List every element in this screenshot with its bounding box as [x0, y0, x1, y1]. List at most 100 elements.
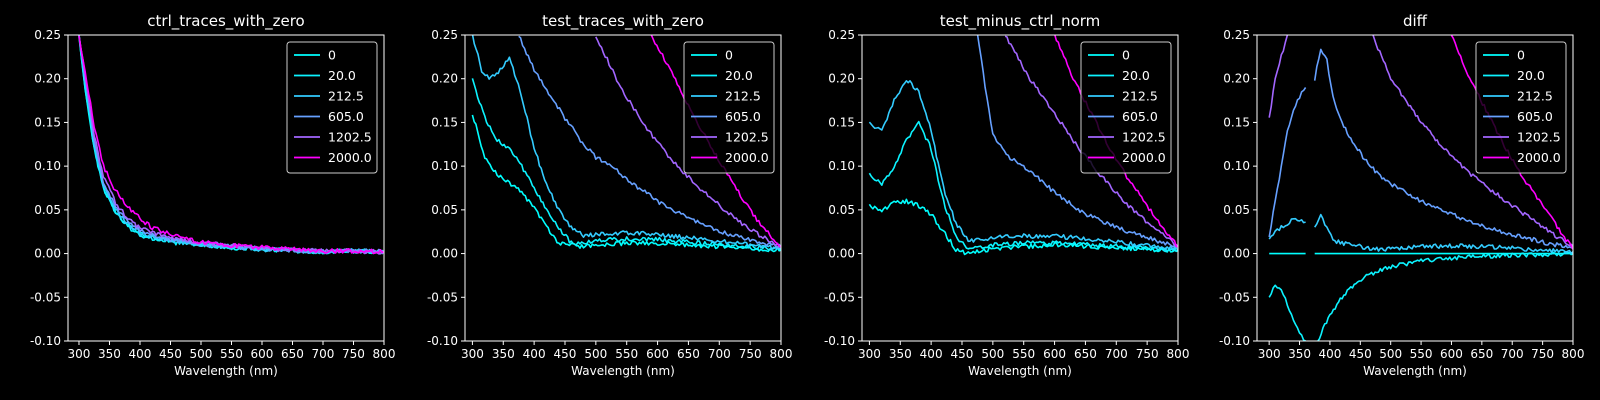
- y-tick-label: -0.05: [1219, 290, 1250, 304]
- x-tick-label: 350: [1288, 347, 1311, 361]
- series-line-605.0: [976, 35, 1178, 248]
- series-line-20.0: [1268, 284, 1306, 341]
- legend-label: 2000.0: [725, 150, 769, 165]
- series-line-605.0: [518, 35, 781, 249]
- y-tick-label: 0.10: [828, 159, 855, 173]
- y-tick-label: 0.10: [34, 159, 61, 173]
- y-tick-label: 0.05: [431, 203, 458, 217]
- x-tick-label: 650: [281, 347, 304, 361]
- series-line-20.0: [471, 78, 781, 251]
- y-tick-label: 0.15: [828, 115, 855, 129]
- x-tick-label: 450: [554, 347, 577, 361]
- y-tick-label: 0.20: [34, 72, 61, 86]
- x-tick-label: 350: [98, 347, 121, 361]
- series-line-212.5: [471, 35, 781, 251]
- series-group: [1268, 35, 1573, 341]
- x-tick-label: 300: [461, 347, 484, 361]
- x-tick-label: 500: [1379, 347, 1402, 361]
- x-axis-label: Wavelength (nm): [174, 364, 278, 378]
- y-tick-label: 0.25: [828, 28, 855, 42]
- x-tick-label: 750: [1136, 347, 1159, 361]
- x-tick-label: 600: [646, 347, 669, 361]
- axes-frame: [1256, 34, 1574, 342]
- x-tick-label: 750: [739, 347, 762, 361]
- legend-label: 0: [1122, 48, 1130, 63]
- legend-label: 2000.0: [1517, 150, 1561, 165]
- y-tick-label: 0.05: [1223, 203, 1250, 217]
- y-tick-label: 0.15: [431, 115, 458, 129]
- x-tick-label: 800: [373, 347, 396, 361]
- legend-label: 212.5: [1517, 89, 1553, 104]
- x-tick-label: 450: [1349, 347, 1372, 361]
- legend-label: 1202.5: [1122, 130, 1166, 145]
- series-line-212.5: [1314, 213, 1573, 254]
- legend-label: 605.0: [1122, 109, 1158, 124]
- y-tick-label: 0.20: [828, 72, 855, 86]
- legend: 0 20.0 212.5 605.0 1202.5 2000.0: [286, 41, 378, 174]
- y-tick-label: -0.05: [427, 290, 458, 304]
- legend-label: 0: [1517, 48, 1525, 63]
- x-tick-label: 400: [129, 347, 152, 361]
- axes-frame: [861, 34, 1179, 342]
- x-tick-label: 400: [920, 347, 943, 361]
- y-tick-label: 0.05: [828, 203, 855, 217]
- chart-title: test_traces_with_zero: [542, 12, 704, 31]
- x-tick-label: 700: [1501, 347, 1524, 361]
- x-tick-label: 600: [251, 347, 274, 361]
- x-tick-label: 800: [1562, 347, 1585, 361]
- x-tick-label: 550: [1012, 347, 1035, 361]
- x-tick-label: 450: [159, 347, 182, 361]
- x-tick-label: 650: [677, 347, 700, 361]
- legend-label: 212.5: [328, 89, 364, 104]
- x-tick-label: 300: [68, 347, 91, 361]
- series-line-20.0: [868, 120, 1178, 253]
- legend-label: 20.0: [725, 68, 753, 83]
- x-tick-label: 500: [584, 347, 607, 361]
- chart-panel-1: test_traces_with_zero 300 350 400 450 500 550 6…: [427, 12, 793, 378]
- x-tick-label: 650: [1470, 347, 1493, 361]
- x-tick-label: 550: [615, 347, 638, 361]
- series-group: [78, 35, 384, 255]
- x-tick-label: 700: [1105, 347, 1128, 361]
- series-line-212.5: [1268, 217, 1306, 240]
- y-tick-label: -0.05: [30, 290, 61, 304]
- x-tick-label: 700: [312, 347, 335, 361]
- series-line-212.5: [868, 80, 1178, 251]
- series-line-605.0: [1313, 48, 1573, 250]
- series-line-1202.5: [1372, 35, 1573, 248]
- axes-frame: [67, 34, 385, 342]
- series-line-605.0: [1268, 87, 1307, 238]
- y-tick-label: 0.25: [34, 28, 61, 42]
- legend-label: 1202.5: [725, 130, 769, 145]
- x-tick-label: 400: [1318, 347, 1341, 361]
- x-axis-label: Wavelength (nm): [571, 364, 675, 378]
- x-tick-label: 350: [889, 347, 912, 361]
- chart-title: test_minus_ctrl_norm: [940, 12, 1101, 31]
- y-tick-label: 0.10: [1223, 159, 1250, 173]
- x-tick-label: 600: [1440, 347, 1463, 361]
- chart-panel-3: diff 300 350 400 450 500 550 600 650 700 750 800 -0.…: [1219, 12, 1585, 378]
- legend-label: 1202.5: [328, 130, 372, 145]
- y-tick-label: 0.00: [431, 247, 458, 261]
- y-tick-label: -0.10: [824, 334, 855, 348]
- x-tick-label: 500: [190, 347, 213, 361]
- series-group: [868, 35, 1178, 256]
- x-axis-label: Wavelength (nm): [1363, 364, 1467, 378]
- series-line-1202.5: [595, 36, 781, 248]
- legend-label: 212.5: [725, 89, 761, 104]
- legend-label: 212.5: [1122, 89, 1158, 104]
- y-tick-label: 0.00: [828, 247, 855, 261]
- x-tick-label: 450: [951, 347, 974, 361]
- x-tick-label: 700: [708, 347, 731, 361]
- y-tick-label: -0.10: [427, 334, 458, 348]
- y-tick-label: 0.10: [431, 159, 458, 173]
- x-tick-label: 550: [1410, 347, 1433, 361]
- y-tick-label: 0.20: [1223, 72, 1250, 86]
- legend-label: 1202.5: [1517, 130, 1561, 145]
- x-tick-label: 400: [523, 347, 546, 361]
- x-tick-label: 500: [981, 347, 1004, 361]
- x-tick-label: 550: [220, 347, 243, 361]
- axes-frame: [464, 34, 782, 342]
- y-tick-label: 0.25: [1223, 28, 1250, 42]
- chart-panel-2: test_minus_ctrl_norm 300 350 400 450 500 550 60…: [824, 12, 1190, 378]
